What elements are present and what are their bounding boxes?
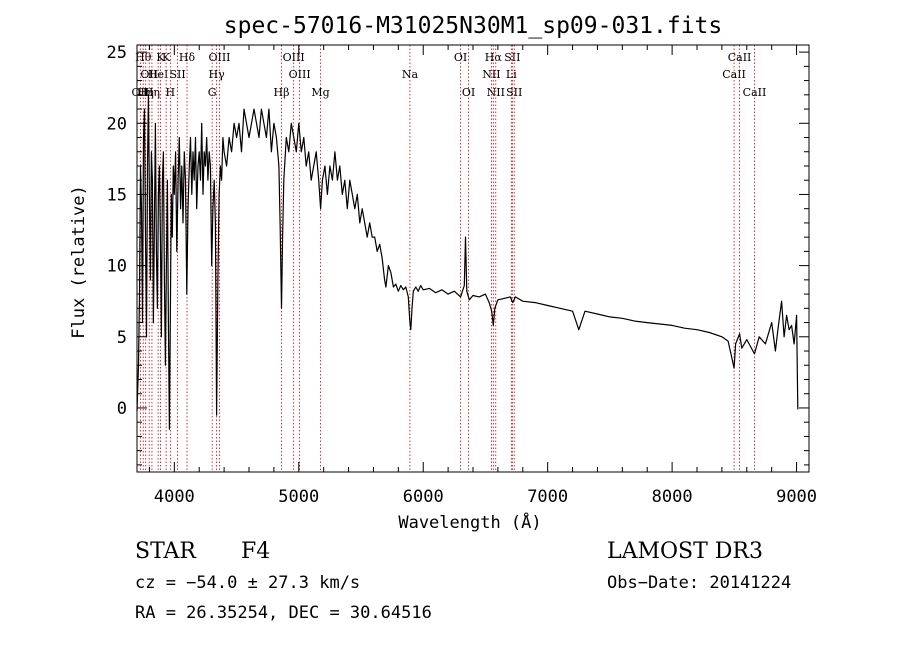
x-tick-label: 8000: [652, 487, 693, 507]
marker-label-g: G: [208, 86, 217, 99]
x-axis-label: Wavelength (Å): [398, 511, 541, 533]
marker-label-caii: CaII: [743, 86, 767, 99]
marker-label-oiii: OIII: [283, 51, 305, 64]
marker-label-li: Li: [506, 68, 517, 81]
y-tick-label: 15: [107, 185, 127, 205]
y-tick-label: 20: [107, 114, 127, 134]
marker-label-caii: CaII: [728, 51, 752, 64]
x-tick-label: 7000: [527, 487, 568, 507]
marker-label-sii: SII: [506, 86, 522, 99]
axis-ticks: 4000 5000 6000 7000 8000 9000 0 5 10 15 20 25: [107, 43, 818, 507]
marker-label-nii: NII: [487, 86, 505, 99]
marker-label-hγ: Hγ: [209, 68, 226, 81]
marker-label-hδ: Hδ: [179, 51, 196, 64]
object-class: STAR: [135, 539, 196, 564]
plot-area: [136, 94, 799, 430]
marker-label-hη: Hη: [144, 86, 160, 99]
y-tick-label: 0: [117, 399, 127, 419]
marker-label-hα: Hα: [485, 51, 503, 64]
x-tick-label: 4000: [154, 487, 195, 507]
marker-label-sii: SII: [504, 51, 520, 64]
y-tick-label: 5: [117, 328, 127, 348]
marker-label-hθ: Hθ: [135, 51, 152, 64]
marker-label-oi: OI: [454, 51, 467, 64]
redshift-cz: cz = −54.0 ± 27.3 km/s: [135, 573, 361, 593]
object-subclass: F4: [241, 539, 271, 564]
marker-label-oi: OI: [462, 86, 475, 99]
x-tick-label: 9000: [776, 487, 817, 507]
marker-label-k: K: [156, 51, 165, 64]
x-tick-label: 6000: [403, 487, 444, 507]
y-axis-label: Flux (relative): [69, 185, 89, 339]
y-tick-label: 25: [107, 43, 127, 63]
marker-label-oii: OII: [132, 86, 150, 99]
line-marker-layer: OIIHθHηOIIHηHeIKKHSIIHδGHγOIIIHβOIIIOIII…: [132, 45, 767, 472]
coordinates: RA = 26.35254, DEC = 30.64516: [135, 603, 432, 623]
marker-label-hei: HeI: [148, 68, 168, 81]
x-tick-label: 5000: [278, 487, 319, 507]
marker-label-mg: Mg: [311, 86, 329, 99]
observation-date: Obs−Date: 20141224: [607, 573, 792, 593]
marker-label-oii: OII: [140, 68, 158, 81]
survey-name: LAMOST DR3: [607, 539, 763, 564]
marker-label-na: Na: [402, 68, 419, 81]
marker-label-caii: CaII: [722, 68, 746, 81]
marker-label-hβ: Hβ: [274, 86, 290, 99]
plot-frame: [136, 44, 810, 473]
y-tick-label: 10: [107, 257, 127, 277]
chart-title: spec-57016-M31025N30M1_sp09-031.fits: [224, 13, 723, 39]
marker-label-k: K: [162, 51, 171, 64]
marker-label-oiii: OIII: [208, 51, 230, 64]
marker-label-oiii: OIII: [289, 68, 311, 81]
marker-label-h: H: [166, 86, 176, 99]
marker-label-hη: Hη: [138, 86, 154, 99]
spectrum-line: [136, 94, 799, 430]
marker-label-nii: NII: [482, 68, 500, 81]
marker-label-sii: SII: [169, 68, 185, 81]
